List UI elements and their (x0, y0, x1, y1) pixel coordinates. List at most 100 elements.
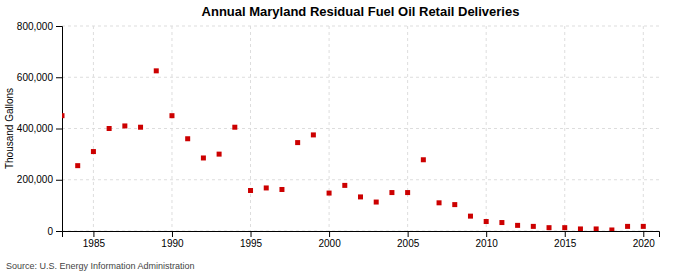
point (358, 194, 363, 199)
x-grid-line (250, 26, 251, 231)
point (232, 125, 237, 130)
chart-container: 1985 1990 1995 2000 2005 2010 2015 2020 0 200,000… (0, 0, 675, 275)
point (578, 226, 583, 231)
x-axis-tick-mark (486, 231, 487, 237)
point (531, 224, 536, 229)
y-grid-line (62, 179, 659, 180)
x-grid-line (171, 26, 172, 231)
y-axis-tick-label: 200,000 (17, 174, 54, 185)
point (327, 191, 332, 196)
x-grid-line (407, 26, 408, 231)
x-axis-line (63, 232, 660, 238)
x-axis-tick-label: 2020 (633, 238, 656, 249)
y-axis-line (56, 27, 63, 232)
point (154, 68, 159, 73)
x-axis-tick-mark (643, 231, 644, 237)
point (625, 224, 630, 229)
grid (62, 26, 659, 231)
point (75, 163, 80, 168)
x-axis: 1985 1990 1995 2000 2005 2010 2015 2020 (63, 231, 660, 249)
point (421, 157, 426, 162)
point (452, 202, 457, 207)
x-axis-tick: 2010 (476, 231, 499, 249)
point (515, 223, 520, 228)
x-grid-line (93, 26, 94, 231)
point (138, 125, 143, 130)
point (264, 185, 269, 190)
y-axis-tick: 200,000 (17, 174, 62, 185)
y-axis-tick: 0 (47, 226, 62, 237)
plot-area: 1985 1990 1995 2000 2005 2010 2015 2020 0 200,000… (17, 21, 660, 249)
y-axis-title: Thousand Gallons (4, 88, 15, 169)
x-axis-tick-label: 1990 (161, 238, 184, 249)
point (62, 113, 65, 118)
x-axis-tick: 2015 (554, 231, 577, 249)
point (609, 227, 614, 231)
y-axis-tick: 400,000 (17, 123, 62, 134)
point (562, 225, 567, 230)
point (641, 224, 646, 229)
point (217, 152, 222, 157)
x-grid-line (643, 26, 644, 231)
y-axis-tick-mark (56, 231, 62, 232)
points (62, 68, 646, 231)
point (248, 188, 253, 193)
point (389, 190, 394, 195)
y-axis-tick-mark (56, 77, 62, 78)
x-axis-tick-mark (172, 231, 173, 237)
x-grid-line (486, 26, 487, 231)
x-axis-tick-mark (565, 231, 566, 237)
chart-svg: 1985 1990 1995 2000 2005 2010 2015 2020 0 200,000… (0, 0, 675, 275)
point (342, 183, 347, 188)
point (374, 200, 379, 205)
point (547, 225, 552, 230)
point (405, 190, 410, 195)
x-axis-tick: 1990 (161, 231, 184, 249)
x-axis-tick-label: 2010 (476, 238, 499, 249)
point (594, 226, 599, 231)
x-axis-tick-label: 2015 (554, 238, 577, 249)
y-axis-tick-label: 400,000 (17, 123, 54, 134)
point (169, 113, 174, 118)
x-grid-line (329, 26, 330, 231)
point (185, 136, 190, 141)
y-grid-line (62, 26, 659, 27)
x-axis-tick-mark (251, 231, 252, 237)
point (499, 220, 504, 225)
point (279, 187, 284, 192)
y-axis-tick: 600,000 (17, 72, 62, 83)
point (91, 149, 96, 154)
point (122, 123, 127, 128)
x-axis-tick-label: 2000 (318, 238, 341, 249)
x-axis-tick-label: 1995 (240, 238, 263, 249)
y-axis-tick: 800,000 (17, 21, 62, 32)
point (107, 126, 112, 131)
y-axis: 0 200,000 400,000 600,000 800,000 (17, 21, 63, 237)
x-axis-tick-label: 2005 (397, 238, 420, 249)
annotation: Source: U.S. Energy Information Administ… (6, 261, 195, 271)
point (201, 155, 206, 160)
y-grid-line (62, 77, 659, 78)
x-axis-tick-mark (408, 231, 409, 237)
point (484, 219, 489, 224)
y-axis-tick-label: 800,000 (17, 21, 54, 32)
point (311, 132, 316, 137)
x-axis-tick-mark (329, 231, 330, 237)
point (437, 200, 442, 205)
y-axis-tick-mark (56, 129, 62, 130)
y-axis-tick-label: 0 (47, 226, 53, 237)
x-grid-line (564, 26, 565, 231)
x-axis-tick: 1985 (83, 231, 106, 249)
y-axis-tick-mark (56, 26, 62, 27)
x-axis-tick-mark (93, 231, 94, 237)
x-axis-tick: 2020 (633, 231, 656, 249)
x-axis-tick: 2005 (397, 231, 420, 249)
y-axis-tick-label: 600,000 (17, 72, 54, 83)
title: Annual Maryland Residual Fuel Oil Retail… (202, 4, 520, 19)
y-grid-line (62, 128, 659, 129)
x-axis-tick: 2000 (318, 231, 341, 249)
y-axis-tick-mark (56, 180, 62, 181)
x-axis-tick: 1995 (240, 231, 263, 249)
point (468, 214, 473, 219)
point (295, 140, 300, 145)
